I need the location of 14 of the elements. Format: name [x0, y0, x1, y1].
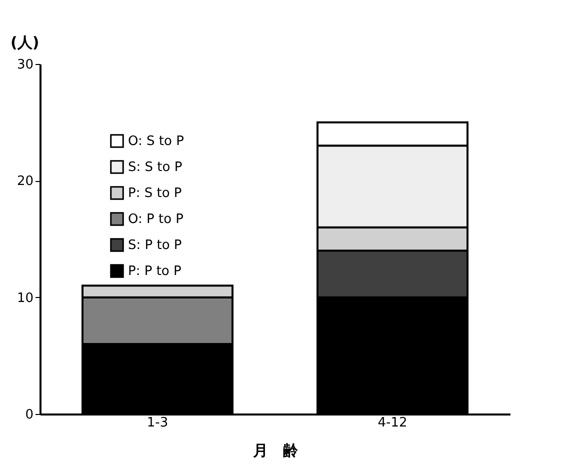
legend-label: O: S to P	[128, 134, 184, 149]
y-tick-label: 20	[16, 174, 34, 190]
legend-label: P: P to P	[128, 264, 182, 279]
y-axis-title: (人)	[10, 34, 40, 52]
x-tick-label: 1-3	[146, 416, 168, 430]
legend-label: O: P to P	[128, 212, 184, 227]
y-tick-label: 0	[25, 408, 34, 422]
legend-label: S: P to P	[128, 238, 182, 253]
legend-label: S: S to P	[128, 160, 182, 175]
y-tick-label: 10	[16, 290, 34, 306]
y-tick-label: 30	[16, 58, 34, 72]
x-axis-title: 月 齢	[252, 442, 299, 460]
legend-label: P: S to P	[128, 186, 182, 201]
x-tick-label: 4-12	[378, 416, 408, 430]
